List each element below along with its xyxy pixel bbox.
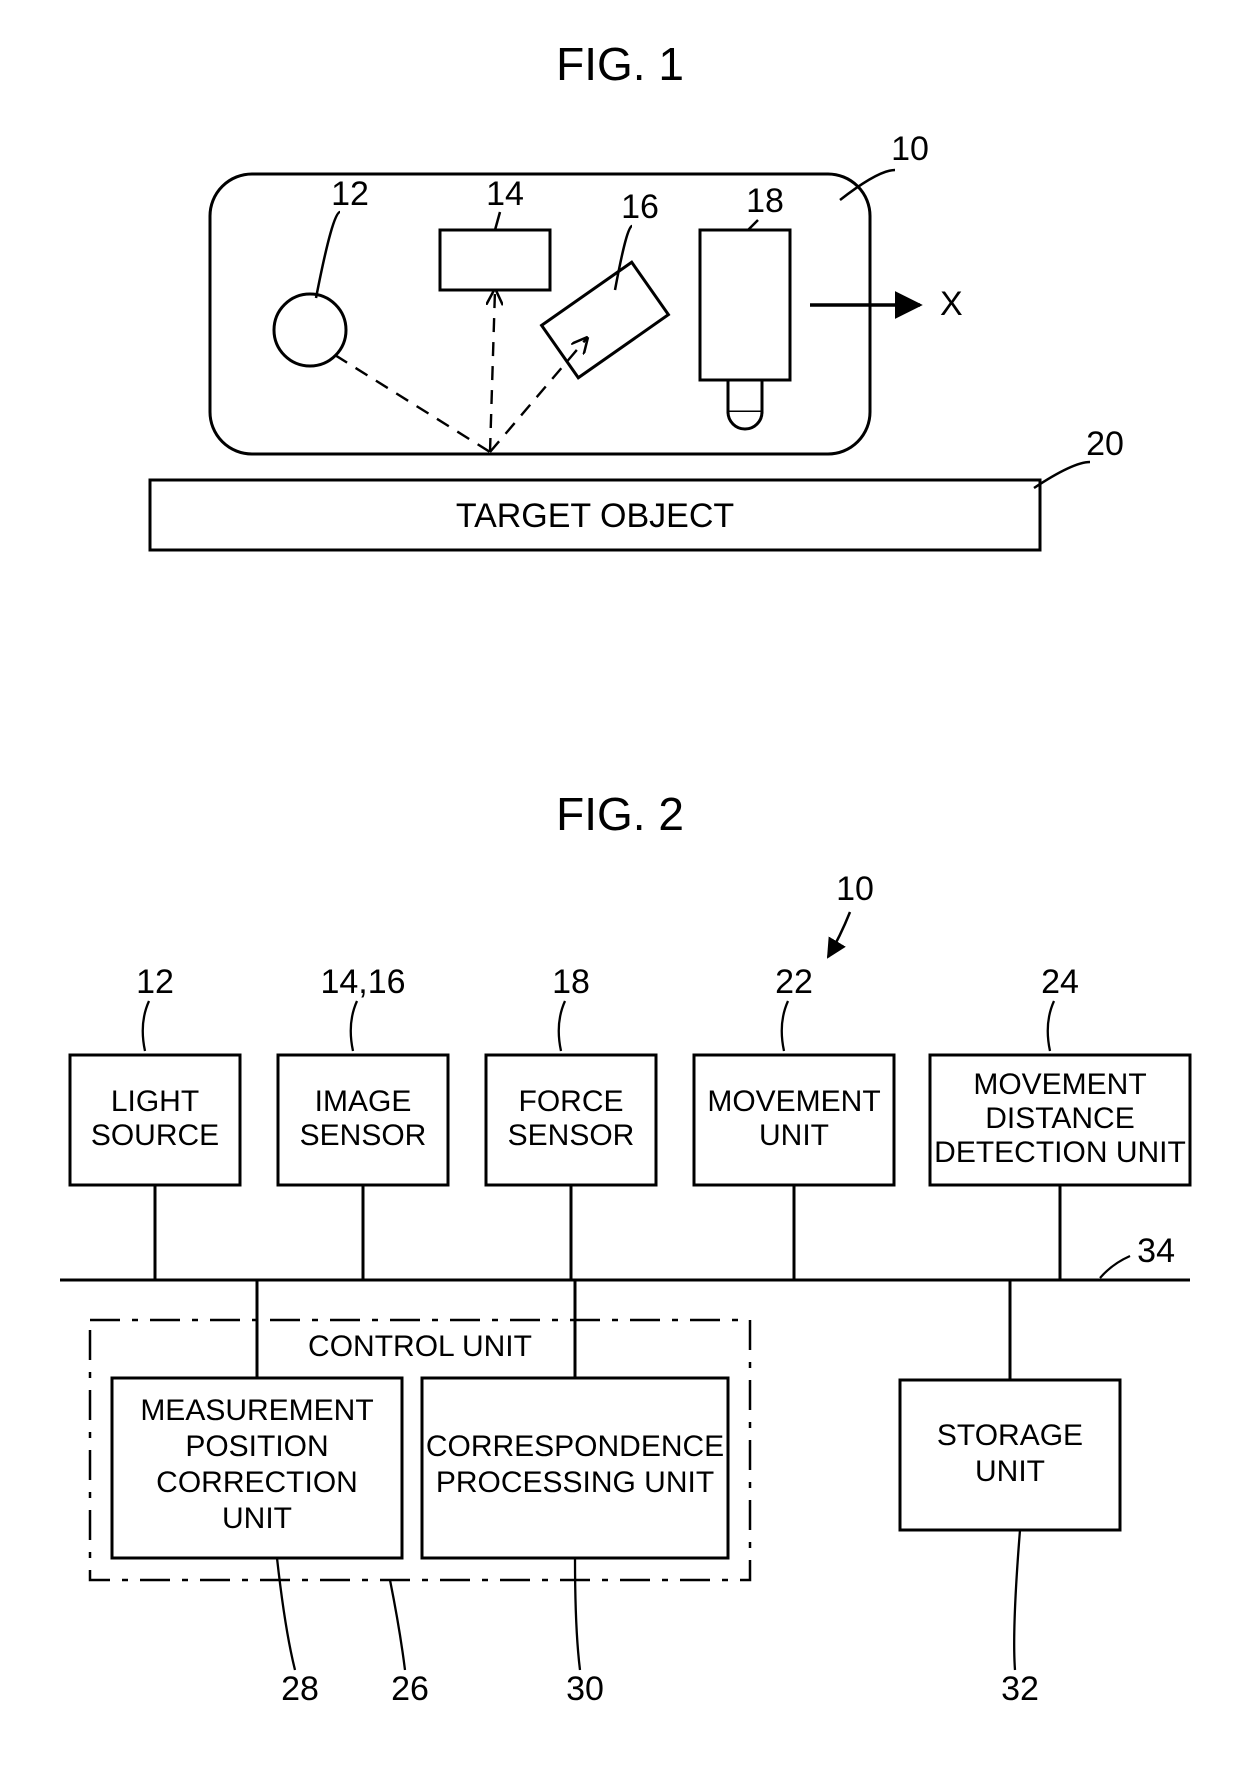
svg-text:MOVEMENT: MOVEMENT xyxy=(973,1068,1146,1101)
svg-text:CONTROL UNIT: CONTROL UNIT xyxy=(308,1330,532,1363)
svg-text:DISTANCE: DISTANCE xyxy=(985,1102,1134,1135)
svg-text:FORCE: FORCE xyxy=(519,1085,624,1118)
svg-text:14: 14 xyxy=(486,175,524,213)
svg-text:30: 30 xyxy=(566,1670,604,1708)
svg-text:TARGET OBJECT: TARGET OBJECT xyxy=(456,497,734,535)
svg-text:20: 20 xyxy=(1086,425,1124,463)
svg-text:12: 12 xyxy=(331,175,369,213)
svg-text:UNIT: UNIT xyxy=(975,1455,1045,1488)
svg-text:32: 32 xyxy=(1001,1670,1039,1708)
svg-text:UNIT: UNIT xyxy=(759,1119,829,1152)
svg-text:X: X xyxy=(940,285,963,323)
svg-text:FIG. 1: FIG. 1 xyxy=(556,38,684,90)
svg-text:CORRESPONDENCE: CORRESPONDENCE xyxy=(426,1430,724,1463)
svg-text:CORRECTION: CORRECTION xyxy=(156,1466,358,1499)
svg-text:FIG. 2: FIG. 2 xyxy=(556,788,684,840)
svg-text:18: 18 xyxy=(552,963,590,1001)
svg-text:POSITION: POSITION xyxy=(185,1430,328,1463)
svg-text:10: 10 xyxy=(891,130,929,168)
svg-text:18: 18 xyxy=(746,182,784,220)
svg-text:28: 28 xyxy=(281,1670,319,1708)
svg-text:26: 26 xyxy=(391,1670,429,1708)
svg-text:14,16: 14,16 xyxy=(320,963,405,1001)
svg-text:STORAGE: STORAGE xyxy=(937,1419,1083,1452)
svg-text:10: 10 xyxy=(836,870,874,908)
svg-text:MOVEMENT: MOVEMENT xyxy=(707,1085,880,1118)
svg-text:DETECTION UNIT: DETECTION UNIT xyxy=(934,1136,1186,1169)
svg-text:24: 24 xyxy=(1041,963,1079,1001)
svg-text:12: 12 xyxy=(136,963,174,1001)
svg-text:LIGHT: LIGHT xyxy=(111,1085,199,1118)
svg-text:22: 22 xyxy=(775,963,813,1001)
diagram-canvas: FIG. 1 10 12 14 16 18 X TARGET OBJECT 20 FIG. 2 10… xyxy=(0,0,1240,1792)
svg-text:SOURCE: SOURCE xyxy=(91,1119,219,1152)
svg-text:34: 34 xyxy=(1137,1232,1175,1270)
svg-text:UNIT: UNIT xyxy=(222,1502,292,1535)
svg-text:IMAGE: IMAGE xyxy=(315,1085,412,1118)
svg-text:SENSOR: SENSOR xyxy=(300,1119,427,1152)
svg-text:SENSOR: SENSOR xyxy=(508,1119,635,1152)
svg-text:PROCESSING UNIT: PROCESSING UNIT xyxy=(436,1466,714,1499)
svg-text:MEASUREMENT: MEASUREMENT xyxy=(140,1394,373,1427)
svg-text:16: 16 xyxy=(621,188,659,226)
